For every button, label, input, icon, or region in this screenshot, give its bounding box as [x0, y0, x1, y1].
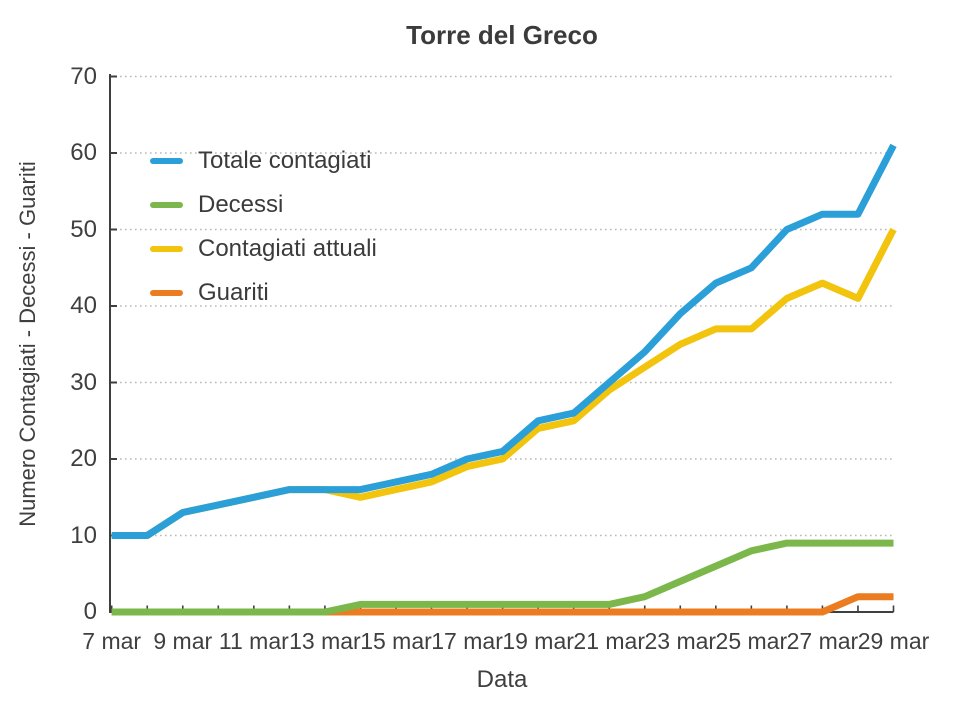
y-tick-label-70: 70 — [70, 62, 97, 90]
legend-label: Totale contagiati — [198, 147, 372, 174]
series-line-decessi — [111, 539, 894, 616]
legend-swatch-icon — [150, 158, 183, 164]
y-tick-label-10: 10 — [70, 521, 97, 549]
x-tick-label-13-mar: 13 mar — [289, 628, 361, 654]
legend-label: Decessi — [198, 191, 284, 218]
x-tick-label-25-mar: 25 mar — [715, 628, 788, 654]
x-tick-label-9-mar: 9 mar — [153, 628, 213, 654]
x-tick-label-7-mar: 7 mar — [82, 628, 142, 654]
x-tick-label-19-mar: 19 mar — [502, 628, 574, 654]
legend-row-guariti: Guariti — [150, 278, 377, 308]
legend-row-decessi: Decessi — [150, 190, 377, 220]
x-tick-label-27-mar: 27 mar — [786, 628, 859, 654]
x-axis-label: Data — [476, 666, 528, 693]
x-tick-label-21-mar: 21 mar — [573, 628, 645, 654]
y-tick-label-40: 40 — [70, 292, 97, 319]
x-tick-label-17-mar: 17 mar — [431, 628, 503, 654]
legend-swatch-icon — [150, 246, 183, 252]
legend-label: Guariti — [198, 279, 269, 306]
legend-swatch-icon — [150, 290, 183, 296]
y-tick-label-60: 60 — [70, 139, 97, 166]
chart-title: Torre del Greco — [406, 20, 598, 50]
legend-label: Contagiati attuali — [198, 235, 377, 262]
x-tick-label-15-mar: 15 mar — [360, 628, 432, 654]
x-tick-label-11-mar: 11 mar — [218, 628, 289, 654]
legend-swatch-icon — [150, 202, 183, 208]
y-tick-label-20: 20 — [70, 445, 97, 472]
x-tick-label-29-mar: 29 mar — [857, 628, 930, 654]
legend-row-contagiati-attuali: Contagiati attuali — [150, 234, 377, 264]
x-tick-label-23-mar: 23 mar — [644, 628, 717, 654]
y-tick-label-0: 0 — [83, 598, 97, 625]
legend-row-totale-contagiati: Totale contagiati — [150, 146, 377, 176]
y-tick-label-50: 50 — [70, 215, 97, 243]
y-tick-label-30: 30 — [70, 368, 97, 396]
legend: Totale contagiati Decessi Contagiati attua… — [150, 146, 377, 308]
series-line-totale-contagiati — [111, 143, 897, 539]
